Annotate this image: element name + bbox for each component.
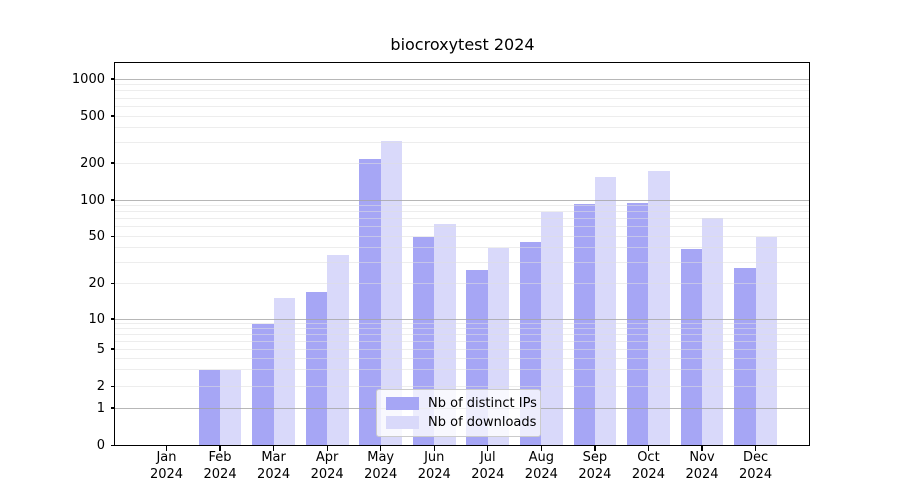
gridline-600 (115, 105, 809, 107)
x-tick-label: Jan 2024 (149, 450, 184, 482)
legend-label-downloads: Nb of downloads (428, 414, 537, 430)
y-tick-label: 100 (80, 192, 105, 208)
bar-distinct-ips-sep (573, 204, 595, 446)
x-tick-mark-oct (647, 446, 650, 451)
y-tick-label: 500 (80, 108, 105, 124)
bar-distinct-ips-may (359, 159, 381, 446)
gridline-2 (115, 386, 809, 387)
gridline-900 (115, 84, 809, 86)
x-tick-mark-aug (540, 446, 542, 451)
bar-distinct-ips-mar (252, 323, 274, 446)
y-tick-label: 200 (80, 155, 105, 171)
legend-swatch-downloads (386, 415, 419, 429)
gridline-40 (115, 247, 809, 249)
gridline-800 (115, 90, 809, 92)
y-tick-label: 1 (96, 400, 105, 416)
y-tick-label: 2 (96, 379, 105, 394)
gridline-10 (115, 318, 809, 320)
x-tick-mark-apr (326, 446, 328, 451)
y-tick-mark-10 (110, 318, 115, 320)
bar-downloads-may (380, 140, 403, 446)
gridline-20 (115, 283, 809, 284)
y-tick-mark-1 (110, 407, 115, 409)
gridline-8 (115, 328, 809, 330)
legend: Nb of distinct IPs Nb of downloads (376, 389, 541, 437)
bar-distinct-ips-dec (734, 268, 756, 446)
y-tick-label: 5 (96, 341, 105, 357)
y-tick-mark-200 (110, 162, 115, 164)
y-tick-mark-500 (110, 115, 115, 117)
y-tick-label: 50 (88, 229, 105, 244)
gridline-700 (115, 97, 809, 99)
x-tick-mark-nov (701, 446, 703, 451)
x-tick-mark-feb (219, 446, 221, 451)
x-tick-label: Feb 2024 (203, 450, 237, 482)
x-tick-mark-jun (433, 446, 435, 451)
bar-downloads-mar (273, 298, 295, 446)
bar-downloads-sep (594, 176, 617, 446)
gridline-90 (115, 205, 809, 207)
y-tick-label: 0 (96, 437, 105, 453)
y-tick-mark-50 (110, 235, 115, 238)
y-tick-mark-1000 (110, 78, 115, 80)
y-tick-label: 20 (88, 276, 105, 291)
gridline-4 (115, 357, 809, 359)
x-tick-label: Jul 2024 (471, 450, 505, 482)
x-tick-label: Aug 2024 (524, 450, 558, 482)
y-tick-label: 1000 (71, 71, 105, 87)
x-tick-label: Mar 2024 (257, 450, 291, 482)
gridline-30 (115, 262, 809, 264)
gridline-1000 (115, 78, 809, 80)
x-tick-mark-sep (594, 446, 596, 451)
legend-item-downloads: Nb of downloads (386, 415, 536, 430)
x-tick-label: May 2024 (364, 450, 398, 482)
bar-distinct-ips-nov (680, 249, 702, 446)
gridline-300 (115, 141, 809, 143)
gridline-50 (115, 236, 809, 237)
chart-title: biocroxytest 2024 (390, 35, 535, 54)
x-tick-mark-may (380, 446, 382, 451)
x-tick-label: Jun 2024 (417, 450, 451, 482)
gridline-70 (115, 218, 809, 220)
gridline-5 (115, 348, 809, 350)
bar-distinct-ips-apr (305, 291, 328, 446)
legend-label-distinct-ips: Nb of distinct IPs (428, 396, 537, 412)
gridline-500 (115, 115, 809, 117)
x-tick-label: Oct 2024 (631, 450, 665, 482)
gridline-6 (115, 340, 809, 342)
gridline-3 (115, 369, 809, 371)
y-tick-mark-5 (110, 348, 115, 350)
y-tick-mark-20 (110, 282, 115, 285)
gridline-60 (115, 226, 809, 228)
x-tick-label: Sep 2024 (578, 450, 612, 482)
x-tick-mark-jan (165, 446, 168, 451)
legend-item-distinct-ips: Nb of distinct IPs (386, 396, 537, 412)
y-tick-mark-100 (110, 199, 115, 201)
y-tick-mark-0 (110, 444, 115, 446)
y-tick-label: 10 (88, 311, 105, 327)
gridline-400 (115, 126, 809, 128)
gridline-7 (115, 333, 809, 335)
y-tick-mark-2 (110, 385, 115, 388)
x-tick-label: Dec 2024 (739, 450, 773, 482)
gridline-200 (115, 162, 809, 164)
bar-downloads-nov (702, 218, 724, 446)
x-tick-label: Apr 2024 (310, 450, 344, 482)
bar-downloads-apr (327, 254, 349, 446)
x-tick-mark-jul (487, 446, 489, 451)
gridline-9 (115, 323, 809, 325)
bar-downloads-oct (648, 171, 670, 446)
gridline-100 (115, 199, 809, 201)
x-tick-mark-mar (272, 446, 275, 451)
x-tick-label: Nov 2024 (685, 450, 719, 482)
x-tick-mark-dec (754, 446, 757, 451)
legend-swatch-distinct-ips (386, 397, 419, 411)
gridline-80 (115, 211, 809, 213)
